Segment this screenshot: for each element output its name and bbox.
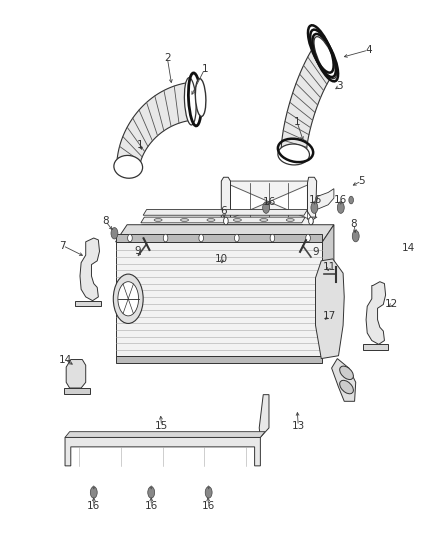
Text: 16: 16 [87,500,100,511]
Text: 14: 14 [58,354,72,365]
Circle shape [337,202,344,213]
Polygon shape [116,356,322,364]
Text: 16: 16 [202,500,215,511]
Ellipse shape [184,78,196,125]
Circle shape [118,281,138,316]
Ellipse shape [233,219,241,221]
Polygon shape [116,225,334,242]
Circle shape [90,487,97,498]
Text: 1: 1 [136,140,143,150]
Text: 7: 7 [60,240,66,251]
Polygon shape [221,177,230,221]
Circle shape [349,196,353,204]
Circle shape [223,217,228,225]
Polygon shape [143,209,307,215]
Text: 16: 16 [263,197,276,207]
Ellipse shape [207,219,215,221]
Text: 16: 16 [334,195,347,205]
Polygon shape [315,259,344,359]
Polygon shape [80,238,99,301]
Ellipse shape [278,144,310,165]
Circle shape [199,234,204,242]
Circle shape [113,274,143,324]
Polygon shape [366,281,385,344]
Polygon shape [141,217,305,223]
Text: 16: 16 [309,195,322,205]
Ellipse shape [260,219,268,221]
Polygon shape [221,181,317,238]
Text: 9: 9 [134,246,141,256]
Circle shape [234,234,239,242]
Polygon shape [65,432,265,438]
Text: 1: 1 [294,117,300,127]
Text: 6: 6 [220,206,227,216]
Text: 10: 10 [215,254,229,264]
Circle shape [311,202,318,213]
Ellipse shape [286,219,294,221]
Polygon shape [66,360,86,388]
Circle shape [163,234,168,242]
Circle shape [205,487,212,498]
Text: 15: 15 [155,421,168,431]
Text: 11: 11 [323,262,336,271]
Text: 14: 14 [402,243,415,253]
Ellipse shape [340,366,353,379]
Ellipse shape [195,78,206,116]
Text: 8: 8 [351,219,357,229]
Text: 8: 8 [102,216,109,226]
Ellipse shape [114,156,143,178]
Circle shape [352,230,359,242]
Polygon shape [65,394,269,466]
Polygon shape [363,344,389,350]
Ellipse shape [154,219,162,221]
Text: 17: 17 [323,311,336,321]
Circle shape [306,234,311,242]
Ellipse shape [314,37,336,79]
Polygon shape [117,83,191,167]
Text: 16: 16 [145,500,158,511]
Circle shape [270,234,275,242]
Polygon shape [116,234,322,242]
Text: 5: 5 [358,176,365,186]
Polygon shape [307,177,317,217]
Text: 1: 1 [201,64,208,74]
Text: 2: 2 [164,53,171,63]
Ellipse shape [340,381,353,394]
Text: 12: 12 [385,300,398,310]
Polygon shape [64,388,90,394]
Circle shape [148,487,155,498]
Polygon shape [75,301,101,306]
Polygon shape [138,225,303,230]
Ellipse shape [180,219,188,221]
Circle shape [263,202,269,213]
Circle shape [309,217,313,225]
Text: 4: 4 [365,45,372,55]
Circle shape [111,228,118,239]
Polygon shape [317,189,334,209]
Polygon shape [116,242,322,356]
Polygon shape [332,359,356,401]
Text: 9: 9 [312,247,319,257]
Polygon shape [322,225,334,356]
Text: 3: 3 [336,81,343,91]
Text: 13: 13 [292,421,305,431]
Polygon shape [281,42,333,155]
Circle shape [127,234,132,242]
